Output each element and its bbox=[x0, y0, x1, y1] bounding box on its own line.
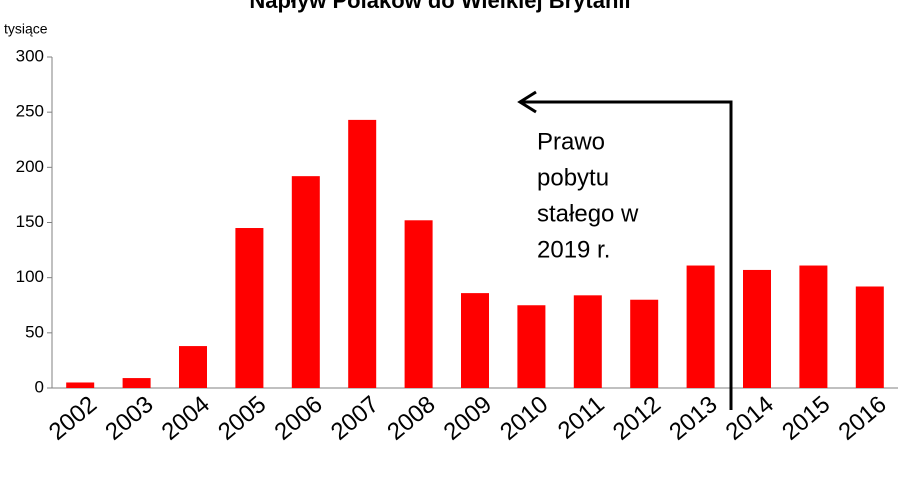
bar bbox=[348, 119, 377, 388]
y-tick-label: 200 bbox=[16, 157, 44, 176]
bar bbox=[66, 382, 95, 388]
bar bbox=[235, 228, 264, 388]
x-tick-label: 2007 bbox=[326, 391, 384, 446]
bar bbox=[179, 346, 207, 388]
bar bbox=[404, 220, 433, 388]
y-tick-label: 0 bbox=[35, 377, 44, 396]
y-tick-label: 50 bbox=[25, 322, 44, 341]
y-axis-label: tysiące bbox=[4, 21, 48, 37]
y-tick-label: 100 bbox=[16, 267, 44, 286]
x-tick-label: 2016 bbox=[833, 391, 891, 446]
bar bbox=[630, 299, 659, 388]
x-tick-label: 2010 bbox=[495, 391, 553, 446]
bar bbox=[461, 293, 489, 388]
bar bbox=[686, 265, 715, 388]
x-tick-label: 2015 bbox=[777, 391, 835, 446]
x-tick-label: 2011 bbox=[553, 391, 610, 445]
x-tick-label: 2014 bbox=[721, 391, 779, 446]
x-tick-label: 2008 bbox=[382, 391, 440, 446]
bar bbox=[517, 305, 546, 388]
arrow-head bbox=[517, 90, 537, 114]
x-tick-label: 2013 bbox=[664, 391, 722, 446]
annotation: stałego w bbox=[537, 200, 639, 227]
x-tick-label: 2006 bbox=[269, 391, 327, 446]
chart-title: Napływ Polaków do Wielkiej Brytanii bbox=[249, 0, 630, 13]
annotation: 2019 r. bbox=[537, 236, 610, 263]
annotation: pobytu bbox=[537, 164, 609, 191]
x-tick-label: 2005 bbox=[213, 391, 271, 446]
annotation: Prawo bbox=[537, 128, 605, 155]
bar bbox=[122, 378, 151, 388]
bar bbox=[291, 176, 320, 388]
bar bbox=[743, 269, 771, 388]
x-tick-label: 2012 bbox=[608, 391, 666, 446]
y-tick-label: 250 bbox=[16, 102, 44, 121]
bar bbox=[573, 295, 602, 388]
arrow-line bbox=[522, 100, 733, 410]
bar bbox=[855, 286, 884, 388]
bar bbox=[799, 265, 828, 388]
x-tick-label: 2003 bbox=[100, 391, 158, 446]
x-tick-label: 2009 bbox=[439, 391, 497, 446]
x-tick-label: 2004 bbox=[157, 391, 215, 446]
y-tick-label: 150 bbox=[16, 212, 44, 231]
y-tick-label: 300 bbox=[16, 46, 44, 65]
x-tick-label: 2002 bbox=[44, 391, 102, 446]
